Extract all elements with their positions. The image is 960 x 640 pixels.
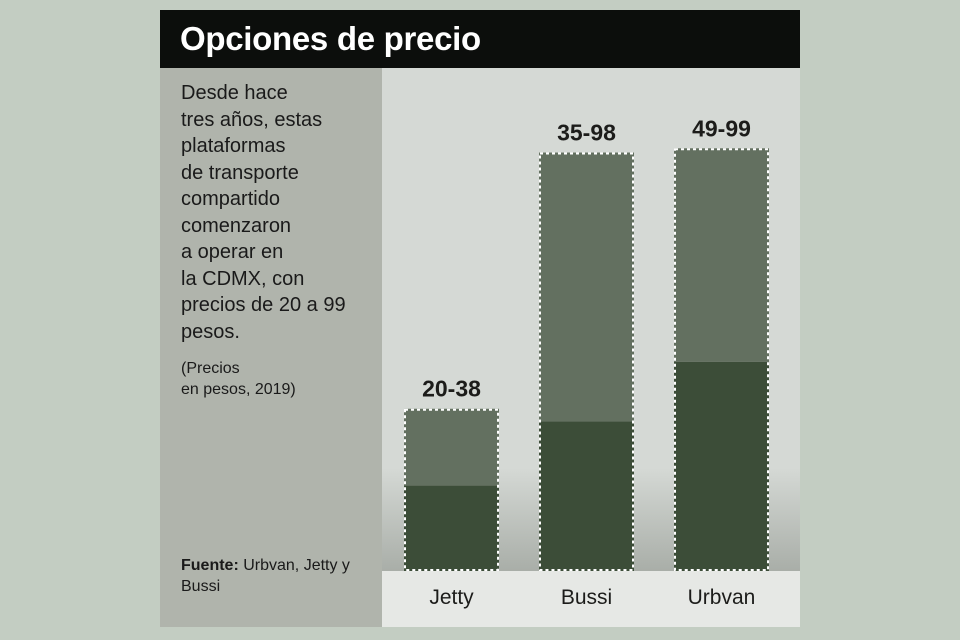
data-label-jetty: 20-38	[422, 376, 481, 402]
category-label-jetty: Jetty	[429, 586, 474, 609]
source-label: Fuente:	[181, 557, 239, 574]
bar-chart: 20-38 Jetty 35-98 Bussi 49-99 Urbvan	[382, 115, 800, 627]
bar-range-jetty	[404, 408, 499, 486]
category-label-urbvan: Urbvan	[688, 586, 756, 609]
bar-minimum-urbvan	[674, 361, 769, 571]
title-bar: Opciones de precio	[160, 10, 800, 68]
bar-minimum-bussi	[539, 421, 634, 571]
sidebar-panel: Desde hace tres años, estas plataformas …	[160, 68, 382, 627]
bar-outline-urbvan	[674, 148, 769, 572]
bar-range-bussi	[539, 152, 634, 422]
bar-minimum-jetty	[404, 485, 499, 571]
chart-title: Opciones de precio	[180, 20, 481, 57]
source-credit: Fuente: Urbvan, Jetty y Bussi	[181, 555, 381, 597]
plot-area: 20-38 Jetty 35-98 Bussi 49-99 Urbvan	[382, 68, 800, 627]
units-note: (Precios en pesos, 2019)	[181, 360, 296, 398]
infographic-card: Opciones de precio Desde hace tres años,…	[160, 10, 800, 627]
bar-outline-bussi	[539, 152, 634, 571]
bar-outline-jetty	[404, 408, 499, 571]
source-text: Urbvan, Jetty y Bussi	[181, 557, 350, 595]
data-label-urbvan: 49-99	[692, 115, 751, 141]
category-label-band	[382, 571, 800, 627]
description-text: Desde hace tres años, estas plataformas …	[181, 82, 346, 343]
category-label-bussi: Bussi	[561, 586, 612, 609]
data-label-bussi: 35-98	[557, 120, 616, 146]
bar-range-urbvan	[674, 148, 769, 362]
